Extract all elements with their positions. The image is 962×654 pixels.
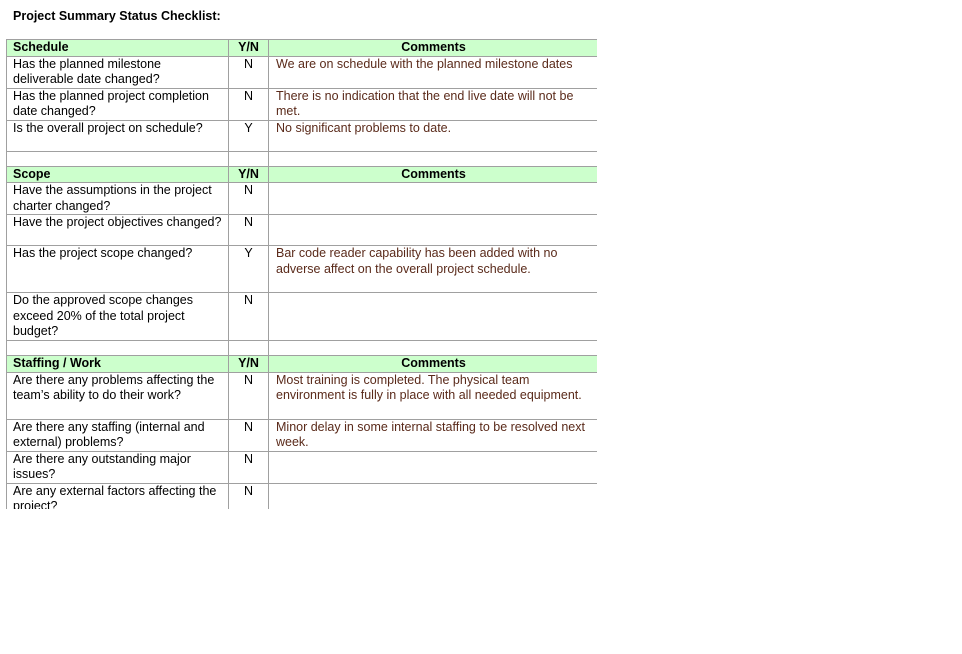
- table-row: Has the planned project completion date …: [6, 87, 597, 121]
- comment-cell: [268, 292, 597, 341]
- empty-cell: [228, 150, 269, 167]
- table-row: Do the approved scope changes exceed 20%…: [6, 292, 597, 341]
- question-cell: Has the project scope changed?: [6, 245, 229, 293]
- table-row: Has the planned milestone deliverable da…: [6, 55, 597, 89]
- question-cell: Do the approved scope changes exceed 20%…: [6, 292, 229, 341]
- checklist-container: Schedule Y/N Comments Has the planned miles…: [6, 39, 597, 509]
- question-cell: Are there any staffing (internal and ext…: [6, 418, 229, 452]
- section-title: Schedule: [6, 39, 229, 57]
- empty-cell: [6, 150, 229, 167]
- section-header-staffing-work: Staffing / Work Y/N Comments: [6, 355, 597, 373]
- yn-cell: N: [228, 55, 269, 89]
- section-header-scope: Scope Y/N Comments: [6, 165, 597, 183]
- yn-cell: N: [228, 450, 269, 484]
- question-cell: Has the planned project completion date …: [6, 87, 229, 121]
- table-row: Has the project scope changed? Y Bar code …: [6, 245, 597, 293]
- empty-cell: [268, 150, 597, 167]
- comment-cell: [268, 450, 597, 484]
- question-cell: Have the assumptions in the project char…: [6, 182, 229, 215]
- yn-cell: N: [228, 182, 269, 215]
- comment-cell: [268, 214, 597, 246]
- table-row: Are there any outstanding major issues? N: [6, 450, 597, 484]
- empty-cell: [6, 340, 229, 356]
- yn-header: Y/N: [228, 165, 269, 183]
- spacer-row: [6, 150, 597, 167]
- question-cell: Are there any problems affecting the tea…: [6, 371, 229, 420]
- yn-cell: N: [228, 371, 269, 420]
- question-cell: Is the overall project on schedule?: [6, 119, 229, 152]
- yn-cell: N: [228, 292, 269, 341]
- yn-cell: N: [228, 214, 269, 246]
- yn-cell: N: [228, 482, 269, 509]
- comment-cell: Minor delay in some internal staffing to…: [268, 418, 597, 452]
- table-row: Have the assumptions in the project char…: [6, 182, 597, 215]
- checklist-table: Schedule Y/N Comments Has the planned miles…: [6, 39, 597, 509]
- table-row: Is the overall project on schedule? Y No s…: [6, 119, 597, 152]
- question-cell: Have the project objectives changed?: [6, 214, 229, 246]
- yn-cell: Y: [228, 119, 269, 152]
- comment-cell: Bar code reader capability has been adde…: [268, 245, 597, 293]
- comment-cell: [268, 182, 597, 215]
- question-cell: Are any external factors affecting the p…: [6, 482, 229, 509]
- table-row: Are there any staffing (internal and ext…: [6, 418, 597, 452]
- comment-cell: No significant problems to date.: [268, 119, 597, 152]
- spacer-row: [6, 340, 597, 356]
- table-row: Are there any problems affecting the tea…: [6, 371, 597, 420]
- comment-cell: Most training is completed. The physical…: [268, 371, 597, 420]
- table-row: Have the project objectives changed? N: [6, 214, 597, 246]
- empty-cell: [268, 340, 597, 356]
- question-cell: Has the planned milestone deliverable da…: [6, 55, 229, 89]
- yn-header: Y/N: [228, 355, 269, 373]
- yn-header: Y/N: [228, 39, 269, 57]
- table-row: Are any external factors affecting the p…: [6, 482, 597, 509]
- comments-header: Comments: [268, 165, 597, 183]
- yn-cell: N: [228, 87, 269, 121]
- comments-header: Comments: [268, 39, 597, 57]
- comments-header: Comments: [268, 355, 597, 373]
- comment-cell: [268, 482, 597, 509]
- yn-cell: Y: [228, 245, 269, 293]
- page-title: Project Summary Status Checklist:: [13, 9, 221, 23]
- section-title: Scope: [6, 165, 229, 183]
- question-cell: Are there any outstanding major issues?: [6, 450, 229, 484]
- yn-cell: N: [228, 418, 269, 452]
- comment-cell: We are on schedule with the planned mile…: [268, 55, 597, 89]
- section-title: Staffing / Work: [6, 355, 229, 373]
- empty-cell: [228, 340, 269, 356]
- section-header-schedule: Schedule Y/N Comments: [6, 39, 597, 57]
- comment-cell: There is no indication that the end live…: [268, 87, 597, 121]
